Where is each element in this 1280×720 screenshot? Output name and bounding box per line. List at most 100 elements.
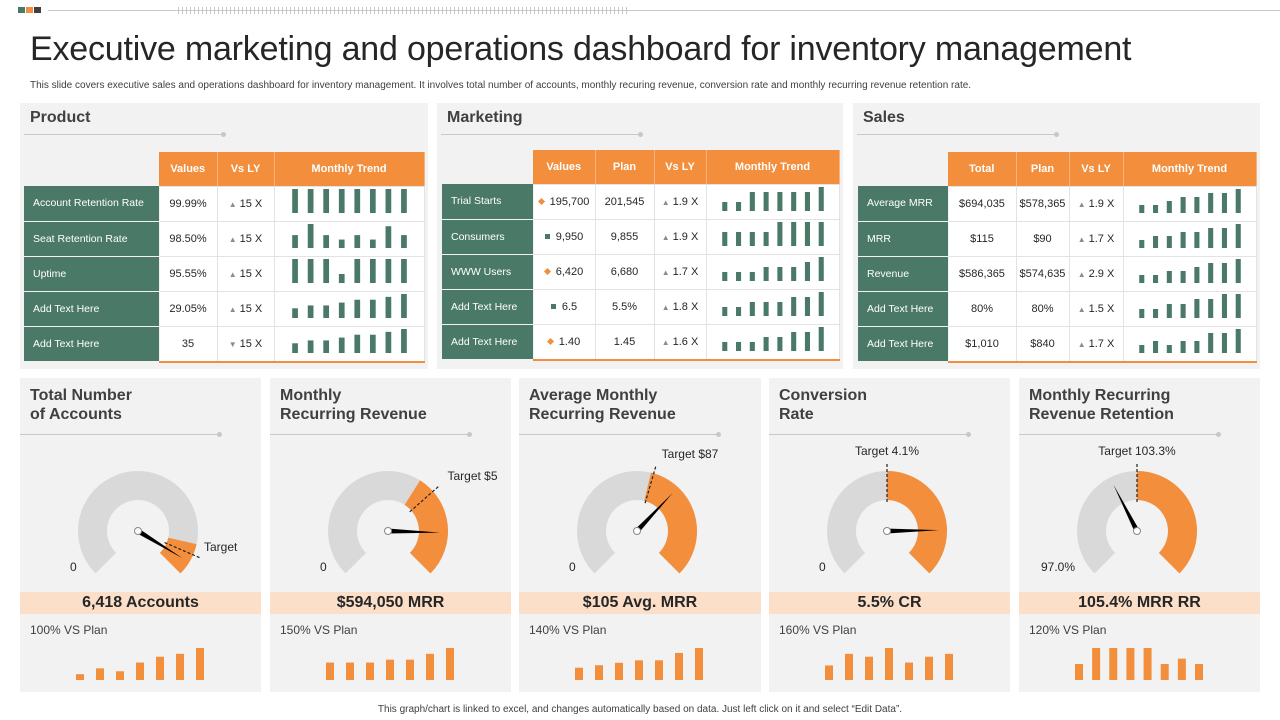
trend-bar [804,192,809,211]
decor-dots [178,7,628,14]
kpi-title: Average Monthly Recurring Revenue [529,386,676,424]
trend-bar [818,327,823,351]
trend-bar [338,337,344,352]
arrow-up-icon: ▲ [1078,200,1086,209]
kpi-bar [925,657,933,680]
target-label: Target 103.3% [1098,444,1176,458]
trend-bar [385,226,391,248]
trend-sparkline [275,327,424,361]
diamond-marker-icon [538,198,545,205]
trend-bar [749,302,754,316]
kpi-panel-conversion: Conversion Rate Target 4.1% 0 5.5% CR 160% VS… [769,378,1010,692]
trend-bar [791,332,796,351]
vs-ly-text: 1.8 X [673,301,699,313]
value-text: 6.5 [562,301,577,313]
panel-title: Product [30,109,90,127]
vs-ly-text: 1.7 X [1089,338,1115,350]
trend-bar [338,239,344,247]
trend-sparkline [707,220,839,254]
arrow-up-icon: ▲ [229,200,237,209]
trend-bar [1180,197,1185,213]
value-text: 1.40 [559,336,580,348]
trend-bar [369,189,375,213]
kpi-bar-chart [519,638,761,684]
kpi-bar [675,653,683,680]
trend-bar [385,259,391,283]
trend-bar [722,307,727,316]
value-text: $115 [970,233,994,245]
page-subtitle: This slide covers executive sales and op… [30,80,971,91]
trend-sparkline [1124,327,1256,361]
trend-bar [369,334,375,352]
trend-bar [777,222,782,246]
kpi-bar [326,663,334,680]
plan-cell: $578,365 [1016,186,1069,221]
table-row: Add Text Here $1,010 $840 ▲ 1.7 X [858,326,1256,362]
trend-bar [307,340,313,353]
target-label: Target 4.1% [855,444,919,458]
trend-bar [1208,228,1213,248]
trend-bar [777,302,782,316]
plan-cell: $840 [1016,326,1069,362]
plan-cell: 9,855 [595,219,654,254]
title-underline [441,134,641,135]
trend-bar [1221,263,1226,283]
vs-ly-text: 15 X [240,268,263,280]
trend-bar [791,297,796,316]
gauge-chart: Target 103.3%97.0% [1019,438,1260,588]
vs-ly-text: 1.9 X [1089,198,1115,210]
table-row: Consumers 9,950 9,855 ▲ 1.9 X [442,219,839,254]
trend-bar [791,222,796,246]
trend-cell [706,184,839,219]
gauge-chart: Target $870 [519,438,761,588]
decor-square [34,7,41,13]
table-row: Seat Retention Rate 98.50% ▲ 15 X [24,221,424,256]
min-label: 0 [819,560,826,574]
trend-bar [818,292,823,316]
table-row: Add Text Here 29.05% ▲ 15 X [24,291,424,326]
gauge-pivot [634,528,641,535]
trend-bar [323,235,329,248]
trend-bar [722,232,727,246]
table-row: Account Retention Rate 99.99% ▲ 15 X [24,186,424,221]
trend-bar [1235,189,1240,213]
sales-panel: Sales Total Plan Vs LY Monthly Trend Ave… [853,103,1260,369]
value-text: 95.55% [169,268,206,280]
gauge-pivot [135,528,142,535]
title-underline [24,134,224,135]
trend-bar [1166,201,1171,213]
table-row: Average MRR $694,035 $578,365 ▲ 1.9 X [858,186,1256,221]
value-text: 9,950 [556,231,584,243]
value-text: 29.05% [169,303,206,315]
kpi-bar [1092,648,1100,680]
kpi-bar [406,660,414,680]
trend-bar [292,343,298,353]
trend-bar [323,305,329,318]
table-row: Add Text Here 35 ▼ 15 X [24,326,424,362]
row-label: Revenue [858,256,948,291]
arrow-up-icon: ▲ [662,233,670,242]
kpi-bar [136,663,144,680]
marketing-table: Values Plan Vs LY Monthly Trend Trial St… [442,150,840,361]
trend-bar [1139,309,1144,318]
trend-bar [1166,345,1171,353]
kpi-bar [1161,664,1169,680]
row-label: Add Text Here [858,326,948,362]
trend-bar [401,235,407,248]
vs-ly-cell: ▲ 1.5 X [1069,291,1123,326]
trend-bar [804,297,809,316]
gauge-fill [1137,471,1197,573]
trend-bar [292,259,298,283]
trend-bar [722,272,727,281]
value-cell: 35 [159,326,217,362]
trend-bar [338,302,344,317]
trend-sparkline [275,222,424,256]
arrow-up-icon: ▲ [1078,235,1086,244]
header-blank [442,150,533,184]
kpi-bar [116,671,124,680]
col-header: Monthly Trend [706,150,839,184]
trend-sparkline [275,257,424,291]
trend-cell [1123,221,1256,256]
kpi-bar [1144,648,1152,680]
kpi-value: $105 Avg. MRR [519,592,761,614]
